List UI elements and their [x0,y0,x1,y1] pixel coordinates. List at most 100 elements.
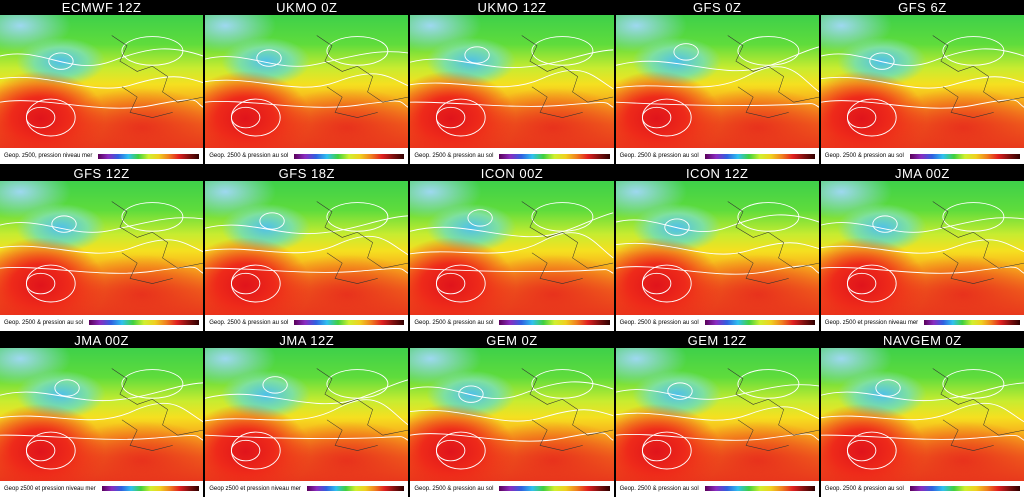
contour-line [615,46,819,72]
forecast-panel: JMA 00Z Geop z500 et pression niveau mer [0,332,204,497]
contour-line [820,48,1024,66]
contour-line [0,266,204,275]
panel-caption: Geop. 2500 & pression au sol [615,148,819,165]
panel-caption: Geop. 2500 & pression au sol [410,148,614,165]
coastline [522,201,614,285]
panel-caption: Geop. z500, pression niveau mer [0,148,204,165]
contour-ring [25,106,56,129]
forecast-map [205,15,409,149]
contour-line [820,76,1024,89]
coastline [522,367,614,451]
forecast-map [410,181,614,315]
caption-text: Geop. 2500 & pression au sol [619,319,699,326]
forecast-panel: UKMO 0Z Geop. 2500 & pression au sol [205,0,409,165]
contour-ring [25,439,56,461]
contour-line [410,69,614,90]
contour-ring [121,202,184,233]
contour-ring [846,439,877,461]
contour-line [0,382,204,401]
contour-line [615,265,819,275]
panel-caption: Geop z500 et pression niveau mer [205,480,409,497]
contour-line [0,76,204,89]
contour-ring [464,46,491,64]
caption-text: Geop. 2500 & pression au sol [824,153,904,160]
contour-line [615,433,819,441]
panel-title: GFS 18Z [278,166,335,182]
coastline [932,201,1024,285]
color-scale [294,153,405,159]
contour-ring [641,431,692,470]
contour-line [410,212,614,238]
caption-text: Geop. 2500 & pression au sol [824,485,904,492]
contour-ring [436,264,487,303]
contour-ring [436,106,466,129]
forecast-panel: GEM 0Z Geop. 2500 & pression au sol [410,332,614,497]
panel-title: ECMWF 12Z [61,0,142,15]
contour-ring [673,43,699,61]
contour-ring [231,273,261,295]
contour-ring [641,273,671,295]
contour-line [410,232,614,259]
contour-ring [25,273,56,295]
forecast-panel: GFS 12Z Geop. 2500 & pression au sol [0,166,204,331]
forecast-map [820,181,1024,315]
contour-ring [231,264,281,303]
panel-caption: Geop. 2500 & pression au sol [410,480,614,497]
contour-line [205,434,409,441]
contours [615,201,819,303]
contour-ring [121,36,184,66]
color-scale [499,153,610,159]
panel-caption: Geop. 2500 & pression au sol [205,314,409,331]
forecast-map [205,347,409,481]
panel-caption: Geop z500 et pression niveau mer [0,480,204,497]
panel-caption: Geop. 2500 & pression au sol [205,148,409,165]
contour-line [615,383,819,400]
panel-caption: Geop. 2500 & pression au sol [410,314,614,331]
contour-line [410,101,614,108]
contour-line [0,402,204,422]
contour-ring [641,106,671,129]
panel-caption: Geop. 2500 & pression au sol [820,480,1024,497]
caption-text: Geop z500 et pression niveau mer [4,485,96,492]
color-scale [499,486,610,492]
panel-title: ICON 00Z [480,166,544,182]
contour-ring [326,36,389,66]
panel-caption: Geop. 2500 & pression au sol [820,148,1024,165]
contours [410,35,614,137]
caption-text: Geop. 2500 & pression au sol [619,153,699,160]
contours [410,367,614,470]
coastline [727,201,819,285]
contour-ring [737,202,799,233]
forecast-map [820,347,1024,481]
panel-title: ICON 12Z [685,166,749,182]
color-scale [306,486,405,492]
coastline [522,35,614,118]
color-scale [101,486,200,492]
color-scale [294,320,405,326]
coastline [932,35,1024,118]
contours [205,35,409,137]
contour-line [0,99,204,109]
contour-line [410,381,614,399]
coastline [111,367,204,451]
contour-ring [25,264,76,303]
forecast-map [615,181,819,315]
contour-ring [531,368,594,399]
caption-text: Geop z500 et pression niveau mer [209,485,301,492]
panel-title: JMA 00Z [74,332,129,348]
panel-title: JMA 00Z [894,166,950,182]
contour-ring [666,382,693,400]
color-scale [704,486,815,492]
forecast-map [615,15,819,149]
contour-ring [326,368,389,399]
contour-ring [231,439,261,461]
contour-ring [231,98,281,137]
contour-line [820,266,1024,275]
contour-line [0,48,204,66]
contour-line [820,434,1024,441]
forecast-panel: GFS 0Z Geop. 2500 & pression au sol [615,0,819,165]
caption-text: Geop. 2500 & pression au sol [414,153,494,160]
contour-ring [846,98,897,137]
contour-ring [231,106,261,129]
forecast-panel: UKMO 12Z Geop. 2500 & pression au sol [410,0,614,165]
